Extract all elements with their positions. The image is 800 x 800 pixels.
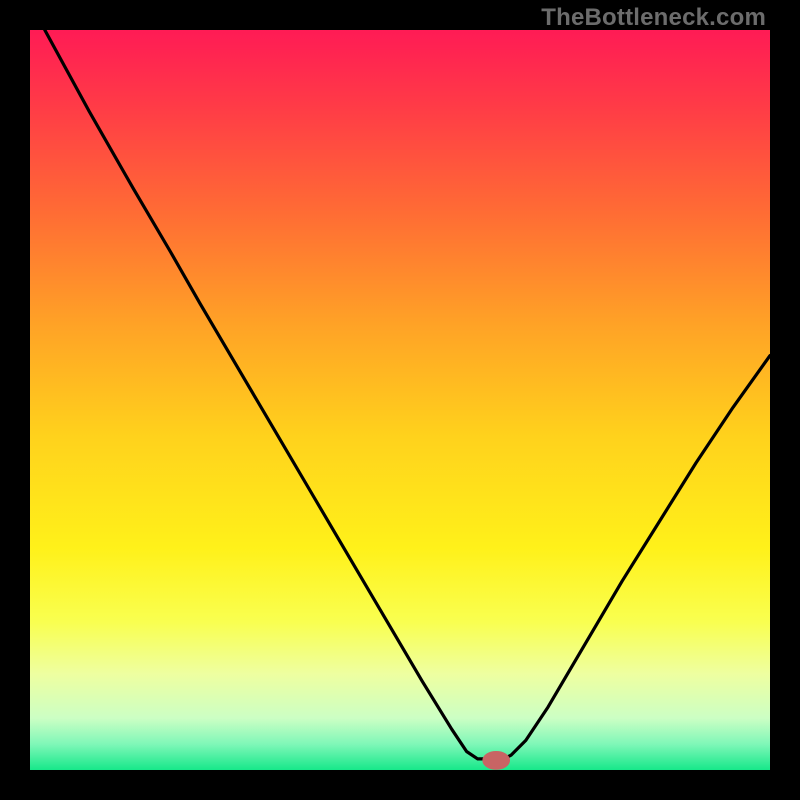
- chart-background: [30, 30, 770, 770]
- bottleneck-chart: [30, 30, 770, 770]
- plot-area: [30, 30, 770, 770]
- optimal-point-marker: [483, 752, 510, 770]
- chart-frame: TheBottleneck.com: [0, 0, 800, 800]
- watermark-text: TheBottleneck.com: [541, 4, 766, 32]
